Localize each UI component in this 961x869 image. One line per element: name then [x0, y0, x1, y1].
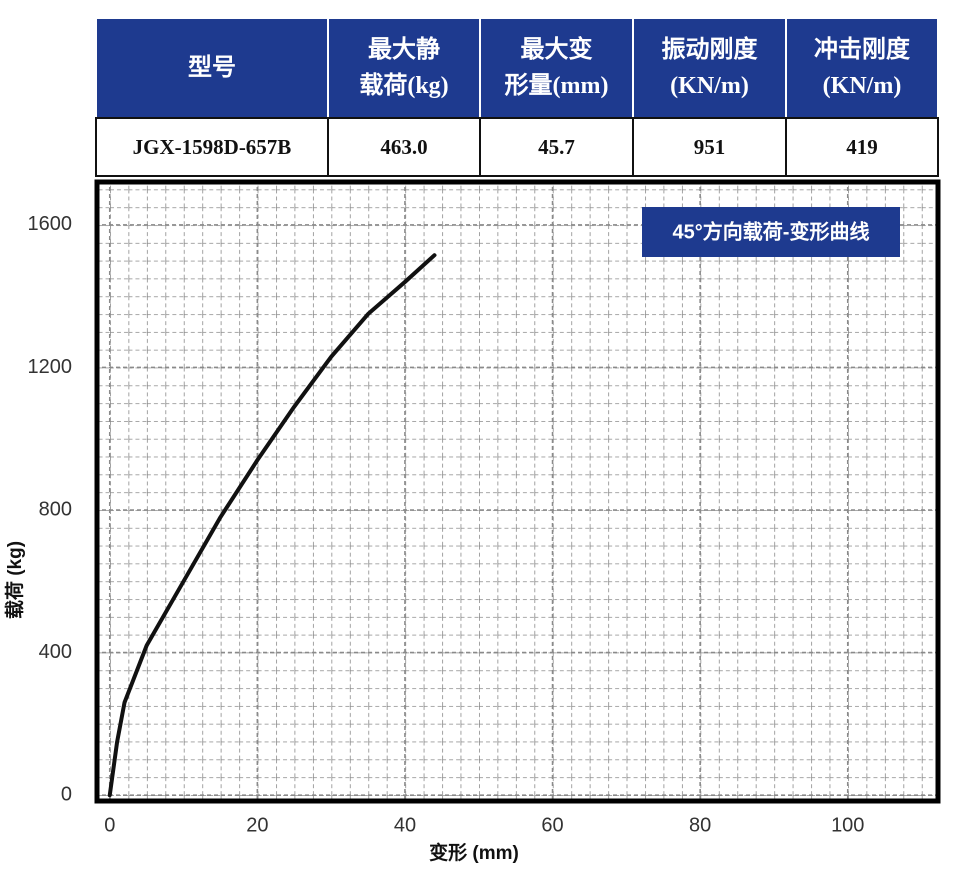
plot: [95, 180, 940, 803]
x-axis-label: 变形 (mm): [429, 841, 519, 864]
y-axis-label: 载荷 (kg): [3, 541, 26, 619]
y-tick-label: 0: [61, 783, 72, 805]
header-text: (KN/m): [670, 73, 749, 99]
table-cell: 419: [785, 117, 939, 177]
table-body: JGX-1598D-657B 463.0 45.7 951 419: [95, 117, 939, 177]
header-text: (KN/m): [822, 73, 902, 99]
y-tick-label: 400: [39, 641, 72, 663]
table-cell: 45.7: [479, 117, 634, 177]
header-text: 振动刚度: [661, 37, 758, 63]
x-tick-label: 40: [394, 814, 416, 836]
chart-title: 45°方向载荷-变形曲线: [673, 219, 870, 243]
y-tick-label: 800: [39, 498, 72, 520]
header-text: 载荷(kg): [359, 73, 449, 99]
x-tick-label: 60: [541, 814, 563, 836]
header-cell: 冲击刚度 (KN/m): [785, 17, 939, 119]
header-text: 最大静: [368, 37, 440, 63]
y-tick-label: 1200: [28, 356, 73, 378]
table-cell: JGX-1598D-657B: [95, 117, 329, 177]
y-tick-label: 1600: [28, 213, 73, 235]
x-tick-label: 0: [104, 814, 115, 836]
x-tick-label: 80: [689, 814, 711, 836]
header-text: 型号: [188, 55, 236, 81]
header-text: 形量(mm): [504, 73, 609, 99]
header-cell: 振动刚度 (KN/m): [632, 17, 787, 119]
x-tick-label: 100: [831, 814, 864, 836]
data-line: [107, 253, 437, 798]
plot-frame: [94, 179, 941, 804]
header-cell: 最大变形量(mm): [479, 17, 634, 119]
title-box: [642, 207, 900, 257]
header-cell: 最大静载荷(kg): [327, 17, 481, 119]
header-text: 最大变: [520, 37, 593, 63]
x-tick-label: 20: [246, 814, 268, 836]
table-cell: 463.0: [327, 117, 481, 177]
table-row: JGX-1598D-657B 463.0 45.7 951 419: [95, 117, 939, 177]
minor-grid: [97, 182, 938, 801]
header-cell: 型号: [95, 17, 329, 119]
spec-table: 型号 最大静 载荷(kg) 最大变 形量(mm) 振动刚度 (KN/m) 冲击刚度 (KN/m)…: [95, 17, 939, 177]
header-row: 型号 最大静 载荷(kg) 最大变 形量(mm) 振动刚度 (KN/m) 冲击刚度 (KN/m): [95, 17, 939, 119]
table-cell: 951: [632, 117, 787, 177]
header-text: 冲击刚度: [814, 37, 910, 63]
